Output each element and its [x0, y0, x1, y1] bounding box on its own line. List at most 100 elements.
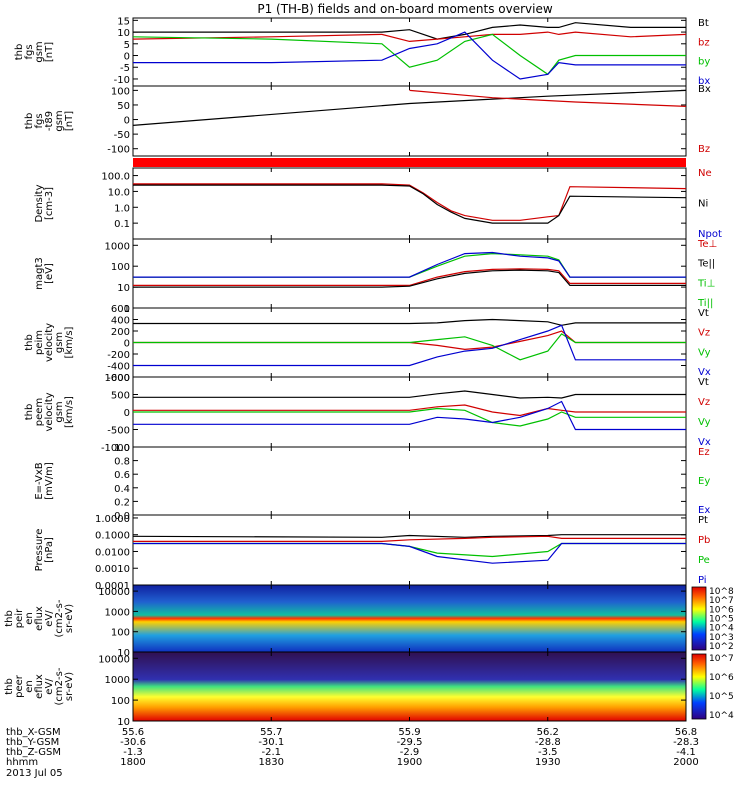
ylabel-line: peim — [34, 330, 45, 355]
panel-peem: 1000 500 0 -500 -1000 thb peem velocity gsm [km/s… — [24, 373, 711, 454]
ylabel-line: (cm2-s- — [54, 599, 65, 637]
ytick-label: 600 — [111, 304, 130, 315]
legend-fgs: Bt — [698, 18, 709, 29]
ytick-label: 100.0 — [101, 172, 130, 183]
heatmap-peir — [133, 585, 686, 652]
ylabel-line: [cm-3] — [44, 187, 55, 220]
ytick-label: 0.2 — [114, 497, 130, 508]
series-Pe — [133, 542, 686, 558]
series-Te⊥ — [133, 268, 686, 286]
series-Ti|| — [133, 251, 686, 278]
series-Vz — [133, 330, 686, 351]
ylabel-peim: thb peim velocity gsm [km/s] — [24, 323, 75, 362]
ylabel-density: Density [cm-3] — [34, 184, 55, 222]
ytick-label: -1000 — [101, 443, 130, 454]
ytick-label: 0 — [124, 339, 130, 350]
legend-temp: Ti⊥ — [697, 278, 715, 289]
xaxis-value: -30.6 — [120, 737, 146, 748]
ytick-label: -600 — [107, 373, 130, 384]
series-Vy — [133, 333, 686, 361]
ylabel-fgs: thb fgs gsm [nT] — [14, 41, 55, 62]
legend-pressure: Pe — [698, 555, 710, 566]
xaxis-value: -28.3 — [673, 737, 699, 748]
colorbar-tick-peir: 10^8 — [709, 587, 734, 597]
legend-peim: Vy — [698, 347, 711, 358]
legend-density: Ne — [698, 168, 712, 179]
xaxis-row-label: thb_Y-GSM — [6, 737, 59, 748]
series-Vt — [133, 318, 686, 326]
legend-exb: Ey — [698, 476, 710, 487]
ylabel-line: thb — [4, 610, 15, 627]
xaxis-value: -28.8 — [535, 737, 561, 748]
panel-frame-temp — [132, 238, 687, 309]
ylabel-line: fgs — [24, 44, 35, 59]
ylabel-peem: thb peem velocity gsm [km/s] — [24, 392, 75, 431]
xaxis-row-label: thb_X-GSM — [6, 727, 61, 738]
ytick-label: 1.0000 — [95, 514, 130, 525]
ylabel-line: gsm — [34, 41, 45, 62]
ylabel-line: sr-eV) — [64, 672, 75, 701]
ytick-label: 0.0010 — [95, 564, 130, 575]
ytick-label: 10 — [117, 28, 130, 39]
ytick-label: 10000 — [98, 587, 130, 598]
panel-frame-density — [132, 167, 687, 240]
ylabel-line: E=-VxB — [34, 462, 45, 499]
ylabel-line: (cm2-s- — [54, 667, 65, 705]
ylabel-line: thb — [14, 44, 25, 61]
legend-pressure: Pb — [698, 535, 710, 546]
panel-temp: 1000 100 10 1 magt3 [eV] Te⊥ Te|| Ti⊥ Ti|| — [34, 238, 717, 315]
legend-peim: Vz — [698, 328, 710, 339]
ytick-label: 0.4 — [114, 484, 130, 495]
ylabel-line: velocity — [44, 392, 55, 431]
ytick-label: 0.0001 — [95, 581, 130, 592]
panel-peer: 10^7 10^6 10^5 10^4 10000 1000 100 10 thb peer en e… — [4, 651, 734, 728]
colorbar-tick-peer: 10^7 — [709, 654, 734, 664]
ylabel-line: fgs — [34, 113, 45, 128]
ylabel-line: [nT] — [44, 42, 55, 62]
colorbar-tick-peir: 10^2 — [709, 642, 734, 652]
series-Vy — [133, 407, 686, 427]
ylabel-line: [eV] — [44, 263, 55, 284]
ylabel-line: thb — [24, 404, 35, 421]
ylabel-line: eV/ — [44, 678, 55, 695]
state-bar — [133, 158, 686, 167]
ytick-label: 1.0 — [114, 443, 130, 454]
ytick-label: 100 — [111, 262, 130, 273]
xaxis-value: 55.7 — [260, 727, 282, 738]
ylabel-pressure: Pressure [nPa] — [34, 529, 55, 572]
colorbar-tick-peir: 10^7 — [709, 596, 734, 606]
ytick-label: -400 — [107, 362, 130, 373]
ylabel-line: velocity — [44, 323, 55, 362]
ytick-label: -50 — [114, 130, 130, 141]
series-Bx — [132, 89, 687, 126]
legend-temp: Te|| — [697, 259, 715, 270]
ytick-label: 50 — [117, 101, 130, 112]
xaxis-row-label: thb_Z-GSM — [6, 747, 61, 758]
legend-fgs: by — [698, 57, 710, 68]
legend-peem: Vy — [698, 417, 711, 428]
legend-temp: Ti|| — [697, 298, 713, 309]
ylabel-peir: thb peir en eflux eV/(cm2-s-sr-eV) — [4, 599, 75, 637]
ytick-label: -500 — [107, 426, 130, 437]
ytick-label: -200 — [107, 350, 130, 361]
legend-fgsT89: Bx — [698, 84, 711, 95]
ytick-label: 5 — [124, 40, 130, 51]
panel-density: 100.0 10.0 1.0 0.1 Density [cm-3] Ne Ni Npot — [34, 167, 722, 240]
ylabel-line: en — [24, 612, 35, 625]
legend-pressure: Pi — [698, 575, 707, 586]
colorbar-tick-peir: 10^3 — [709, 633, 734, 643]
ylabel-line: peem — [34, 398, 45, 426]
series-Pi — [133, 542, 686, 564]
ylabel-exb: E=-VxB [mV/m] — [34, 462, 55, 500]
ytick-label: 400 — [111, 316, 130, 327]
ytick-label: 15 — [117, 16, 130, 27]
legend-density: Npot — [698, 229, 722, 240]
ytick-label: 0.0100 — [95, 547, 130, 558]
xaxis-value: -2.9 — [400, 747, 420, 758]
ytick-label: 0 — [124, 408, 130, 419]
colorbar-peir — [691, 586, 707, 651]
